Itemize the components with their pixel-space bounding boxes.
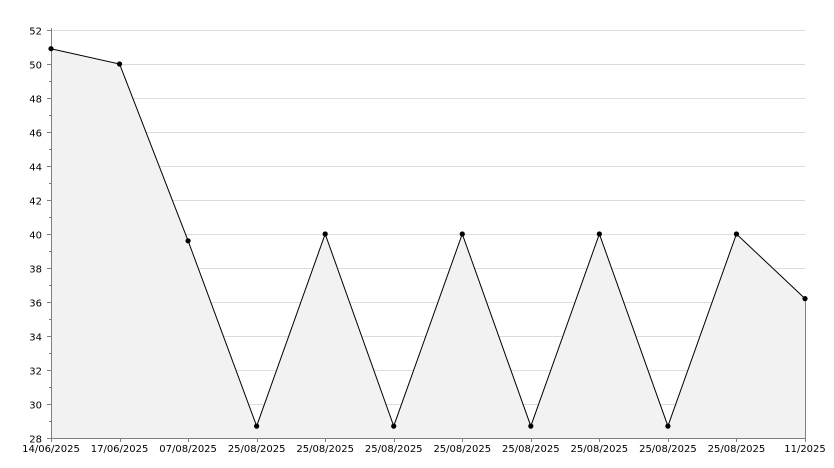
area-fill-shape [51, 48, 805, 438]
data-point [802, 296, 808, 302]
x-tick-label: 11/2025 [784, 444, 826, 455]
y-tick-label: 42 [29, 197, 42, 208]
series-line-path [50, 48, 806, 428]
data-point [48, 46, 54, 52]
x-axis-ticks: 14/06/2025 17/06/2025 07/08/2025 25/08/2025… [22, 438, 826, 455]
y-tick-label: 52 [29, 27, 42, 38]
y-tick-label: 50 [29, 61, 42, 72]
y-tick-label: 48 [29, 95, 42, 106]
y-tick-label: 38 [29, 265, 42, 276]
y-tick-label: 44 [29, 163, 42, 174]
x-tick-label: 17/06/2025 [91, 444, 149, 455]
x-tick-label: 25/08/2025 [228, 444, 286, 455]
axes [51, 28, 806, 439]
y-tick-label: 34 [29, 333, 42, 344]
data-point [254, 423, 260, 429]
x-tick-label: 25/08/2025 [571, 444, 629, 455]
data-point [733, 231, 740, 237]
series-line [50, 48, 806, 428]
x-tick-label: 25/08/2025 [639, 444, 697, 455]
y-tick-label: 30 [29, 401, 42, 412]
data-point [528, 423, 534, 429]
x-tick-label: 25/08/2025 [296, 444, 354, 455]
data-point [391, 423, 397, 429]
data-point [596, 231, 602, 237]
y-tick-label: 46 [29, 129, 42, 140]
y-axis-ticks: 28 30 32 34 36 38 40 42 44 46 48 50 52 [29, 27, 51, 446]
x-tick-label: 25/08/2025 [365, 444, 423, 455]
y-tick-label: 32 [29, 367, 42, 378]
data-point [185, 238, 191, 244]
data-point [322, 231, 328, 237]
y-tick-label: 36 [29, 299, 42, 310]
data-point [665, 423, 671, 429]
y-tick-label: 28 [29, 435, 42, 446]
x-tick-label: 25/08/2025 [502, 444, 560, 455]
x-tick-label: 25/08/2025 [708, 444, 766, 455]
x-tick-label: 14/06/2025 [22, 444, 80, 455]
y-tick-label: 40 [29, 231, 42, 242]
x-tick-label: 07/08/2025 [159, 444, 217, 455]
data-point [116, 61, 123, 67]
data-point [459, 231, 465, 237]
area-fill [51, 48, 805, 438]
x-tick-label: 25/08/2025 [433, 444, 491, 455]
data-points [48, 46, 808, 429]
